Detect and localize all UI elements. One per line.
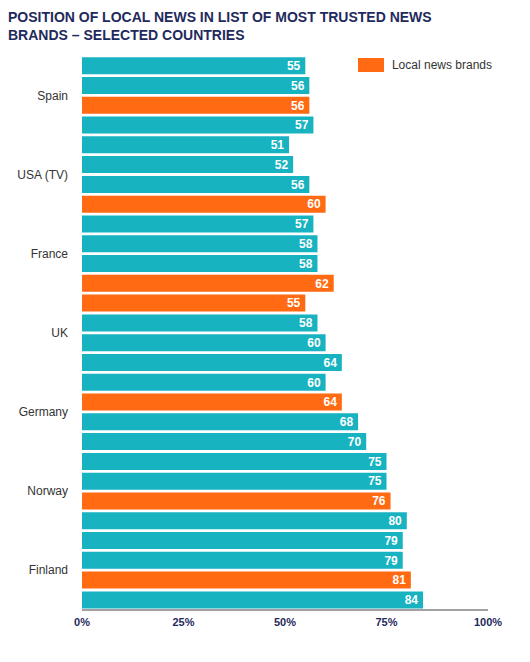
svg-text:0%: 0% [74,616,90,628]
svg-text:52: 52 [275,158,289,172]
svg-text:57: 57 [295,217,309,231]
svg-text:58: 58 [299,237,313,251]
svg-text:France: France [31,247,69,261]
svg-text:60: 60 [307,197,321,211]
svg-text:Germany: Germany [19,405,68,419]
svg-text:25%: 25% [172,616,194,628]
svg-text:56: 56 [291,99,305,113]
svg-text:58: 58 [299,316,313,330]
svg-text:76: 76 [372,494,386,508]
svg-text:75%: 75% [375,616,397,628]
svg-text:Finland: Finland [29,563,68,577]
svg-text:57: 57 [295,118,309,132]
svg-text:62: 62 [315,277,329,291]
svg-text:70: 70 [348,435,362,449]
svg-text:84: 84 [405,593,419,607]
svg-text:60: 60 [307,376,321,390]
svg-text:50%: 50% [274,616,296,628]
svg-text:56: 56 [291,178,305,192]
svg-text:58: 58 [299,257,313,271]
svg-text:80: 80 [388,514,402,528]
svg-text:75: 75 [368,455,382,469]
html-text:POSITION OF LOCAL NEWS IN LIST: POSITION OF LOCAL NEWS IN LIST OF MOST T… [8,9,432,43]
svg-text:64: 64 [323,395,337,409]
svg-text:55: 55 [287,296,301,310]
svg-text:56: 56 [291,79,305,93]
svg-text:Norway: Norway [27,484,68,498]
svg-text:UK: UK [51,326,68,340]
html-text:Local news brands: Local news brands [391,58,492,72]
svg-text:USA (TV): USA (TV) [17,168,68,182]
svg-text:64: 64 [323,356,337,370]
svg-text:79: 79 [384,554,398,568]
svg-text:68: 68 [340,415,354,429]
svg-text:100%: 100% [474,616,502,628]
svg-text:Spain: Spain [37,89,68,103]
svg-text:55: 55 [287,59,301,73]
svg-text:51: 51 [271,138,285,152]
svg-text:75: 75 [368,474,382,488]
svg-text:79: 79 [384,534,398,548]
svg-text:60: 60 [307,336,321,350]
svg-text:81: 81 [393,573,407,587]
